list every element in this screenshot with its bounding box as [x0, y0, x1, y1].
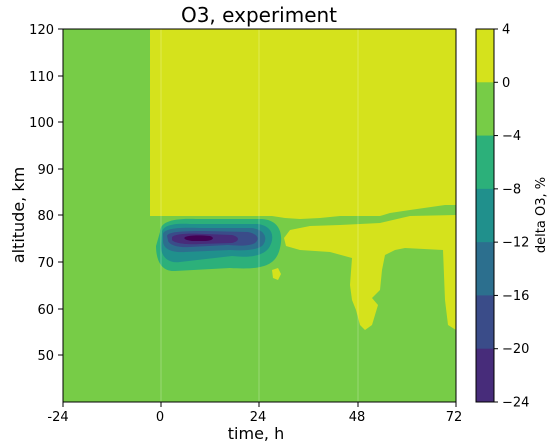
colorbar-segment: [476, 82, 494, 137]
colorbar-frame: [475, 28, 495, 403]
x-tick-label: 72: [446, 410, 463, 425]
contour-plot-area: [63, 29, 456, 402]
y-tick-label: 50: [37, 349, 54, 364]
colorbar-segment: [476, 135, 494, 190]
colorbar-tick-label: 4: [502, 23, 510, 38]
colorbar: 4 0 −4 −8 −12 −16 −20 −24: [475, 23, 529, 411]
y-axis-label: altitude, km: [9, 167, 28, 263]
y-tick-label: 80: [37, 209, 54, 224]
y-tick-label: 90: [37, 163, 54, 178]
grid-lines: [160, 29, 359, 402]
y-tick-label: 60: [37, 303, 54, 318]
y-axis: 50 60 70 80 90 100 110 120: [29, 23, 63, 364]
colorbar-segment: [476, 188, 494, 243]
chart-title: O3, experiment: [181, 3, 337, 27]
colorbar-segment: [476, 348, 494, 403]
contour-region-positive-upper: [150, 29, 456, 219]
colorbar-tick-label: −8: [502, 182, 521, 197]
y-tick-label: 70: [37, 256, 54, 271]
x-tick-label: -24: [47, 410, 68, 425]
colorbar-tick-label: −16: [502, 289, 529, 304]
y-tick-label: 110: [29, 70, 54, 85]
x-axis-label: time, h: [228, 424, 284, 443]
colorbar-segment: [476, 29, 494, 83]
x-tick-label: 24: [250, 410, 267, 425]
colorbar-tick-label: −20: [502, 342, 529, 357]
contour-region-positive-tongue: [284, 205, 456, 330]
contour-level-minus24: [184, 235, 213, 241]
colorbar-label: delta O3, %: [534, 177, 549, 253]
colorbar-segment: [476, 242, 494, 296]
colorbar-tick-label: 0: [502, 76, 510, 91]
y-tick-label: 120: [29, 23, 54, 38]
contour-region-positive-blob: [272, 268, 281, 280]
colorbar-tick-label: −12: [502, 236, 529, 251]
colorbar-tick-label: −4: [502, 129, 521, 144]
x-tick-label: 48: [349, 410, 366, 425]
x-axis: -24 0 24 48 72: [47, 402, 462, 425]
colorbar-segment: [476, 295, 494, 350]
y-tick-label: 100: [29, 116, 54, 131]
colorbar-tick-label: −24: [502, 396, 529, 411]
x-tick-label: 0: [156, 410, 164, 425]
